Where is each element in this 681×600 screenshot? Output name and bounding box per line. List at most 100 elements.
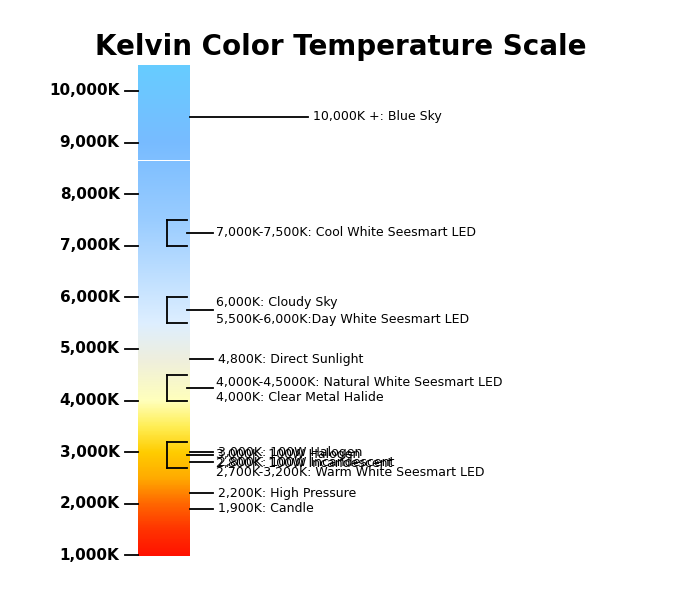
Bar bbox=[138, 475, 190, 476]
Bar bbox=[138, 230, 190, 231]
Text: 2,800K: 100W Incandescent: 2,800K: 100W Incandescent bbox=[218, 456, 394, 469]
Bar bbox=[138, 536, 190, 537]
Bar bbox=[138, 350, 190, 351]
Bar bbox=[138, 437, 190, 438]
Bar bbox=[138, 418, 190, 419]
Bar bbox=[138, 229, 190, 230]
Bar bbox=[138, 73, 190, 74]
Bar bbox=[138, 164, 190, 166]
Bar bbox=[138, 551, 190, 553]
Bar bbox=[138, 283, 190, 284]
Bar bbox=[138, 197, 190, 198]
Bar bbox=[138, 311, 190, 312]
Bar bbox=[138, 342, 190, 343]
Bar bbox=[138, 495, 190, 496]
Bar bbox=[138, 389, 190, 391]
Bar bbox=[138, 445, 190, 446]
Bar bbox=[138, 150, 190, 151]
Bar bbox=[138, 208, 190, 209]
Bar bbox=[138, 262, 190, 263]
Bar bbox=[138, 431, 190, 432]
Bar bbox=[138, 94, 190, 95]
Text: 3,000K: 100W Halogen: 3,000K: 100W Halogen bbox=[218, 446, 362, 458]
Bar bbox=[138, 141, 190, 142]
Bar bbox=[138, 322, 190, 323]
Bar bbox=[138, 492, 190, 493]
Bar bbox=[138, 555, 190, 556]
Bar bbox=[138, 173, 190, 175]
Bar bbox=[138, 439, 190, 440]
Bar bbox=[138, 397, 190, 398]
Bar bbox=[138, 204, 190, 205]
Bar bbox=[138, 542, 190, 544]
Bar bbox=[138, 394, 190, 395]
Text: 2,700K-3,200K: Warm White Seesmart LED: 2,700K-3,200K: Warm White Seesmart LED bbox=[217, 466, 485, 479]
Bar bbox=[138, 533, 190, 535]
Bar bbox=[138, 459, 190, 460]
Bar bbox=[138, 187, 190, 188]
Bar bbox=[138, 428, 190, 429]
Bar bbox=[138, 519, 190, 520]
Bar bbox=[138, 194, 190, 195]
Bar bbox=[138, 130, 190, 131]
Bar bbox=[138, 278, 190, 279]
Bar bbox=[138, 152, 190, 153]
Bar bbox=[138, 196, 190, 197]
Bar bbox=[138, 216, 190, 217]
Bar bbox=[138, 484, 190, 485]
Bar bbox=[138, 104, 190, 105]
Bar bbox=[138, 521, 190, 522]
Bar bbox=[138, 320, 190, 321]
Text: 4,000K: 4,000K bbox=[60, 393, 120, 408]
Bar bbox=[138, 233, 190, 234]
Bar bbox=[138, 107, 190, 108]
Bar bbox=[138, 145, 190, 146]
Bar bbox=[138, 440, 190, 441]
Bar bbox=[138, 285, 190, 286]
Bar bbox=[138, 347, 190, 348]
Bar bbox=[138, 294, 190, 295]
Bar bbox=[138, 356, 190, 357]
Bar bbox=[138, 338, 190, 339]
Bar bbox=[138, 532, 190, 533]
Bar bbox=[138, 119, 190, 121]
Bar bbox=[138, 125, 190, 126]
Bar bbox=[138, 118, 190, 119]
Bar bbox=[138, 407, 190, 409]
Bar bbox=[138, 379, 190, 380]
Bar bbox=[138, 87, 190, 88]
Bar bbox=[138, 159, 190, 160]
Bar bbox=[138, 284, 190, 285]
Bar bbox=[138, 510, 190, 511]
Bar bbox=[138, 243, 190, 244]
Bar bbox=[138, 212, 190, 213]
Text: 1,900K: Candle: 1,900K: Candle bbox=[218, 502, 314, 515]
Bar bbox=[138, 313, 190, 314]
Bar bbox=[138, 550, 190, 551]
Bar bbox=[138, 240, 190, 241]
Bar bbox=[138, 82, 190, 83]
Bar bbox=[138, 250, 190, 251]
Bar bbox=[138, 121, 190, 122]
Bar bbox=[138, 319, 190, 320]
Bar bbox=[138, 423, 190, 424]
Bar bbox=[138, 353, 190, 355]
Bar bbox=[138, 88, 190, 89]
Bar bbox=[138, 446, 190, 447]
Bar bbox=[138, 541, 190, 542]
Bar bbox=[138, 396, 190, 397]
Bar bbox=[138, 184, 190, 185]
Bar bbox=[138, 395, 190, 396]
Bar bbox=[138, 256, 190, 257]
Bar bbox=[138, 296, 190, 297]
Bar bbox=[138, 427, 190, 428]
Bar bbox=[138, 161, 190, 162]
Text: 2,800K: 100W Incandescent: 2,800K: 100W Incandescent bbox=[217, 457, 393, 470]
Bar bbox=[138, 477, 190, 478]
Bar bbox=[138, 456, 190, 457]
Bar bbox=[138, 419, 190, 420]
Bar bbox=[138, 244, 190, 245]
Bar bbox=[138, 193, 190, 194]
Bar bbox=[138, 380, 190, 382]
Bar bbox=[138, 131, 190, 132]
